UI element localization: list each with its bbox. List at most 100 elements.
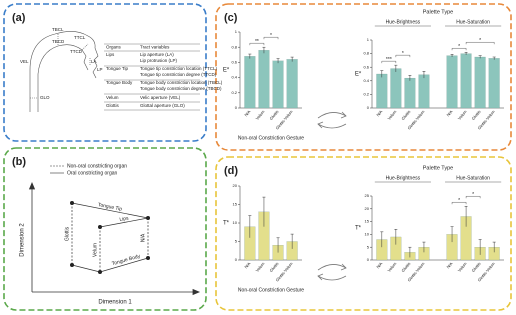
group-label: Hue-Brightness [386, 19, 421, 25]
x-tick-label: N/A [375, 261, 383, 270]
x-axis-label: Non-oral Constriction Gesture [238, 135, 304, 141]
sketch-label: LA [91, 59, 97, 64]
y-tick-label: 0.2 [231, 90, 237, 95]
table-header: Organs [106, 45, 122, 50]
y-tick-label: 1 [235, 29, 238, 34]
x-tick-label: Glottis [400, 109, 411, 121]
axis-label: Dimension 2 [20, 223, 26, 257]
x-tick-label: Glottis [269, 261, 280, 273]
connector-arrow [317, 111, 347, 281]
y-tick-label: 0.8 [363, 51, 369, 56]
significance-bracket [465, 196, 481, 199]
x-tick-label: Glottis [269, 109, 280, 121]
significance-bracket [263, 37, 279, 40]
y-tick-label: 0.6 [363, 64, 369, 69]
x-tick-label: Velum [255, 109, 266, 121]
node-label: Tongue Tip [97, 202, 122, 213]
table-cell: Velic aperture (VEL) [140, 95, 181, 100]
y-tick-label: 5 [235, 239, 238, 244]
significance-bracket [249, 43, 265, 46]
significance-bracket [465, 42, 495, 45]
group-label: Hue-Saturation [456, 175, 490, 181]
table-cell: Glottal aperture (GLO) [140, 103, 185, 108]
x-tick-label: N/A [375, 109, 383, 118]
significance-bracket [381, 60, 397, 64]
y-axis-label: T* [355, 226, 362, 232]
panel-label: (a) [12, 12, 26, 24]
group-label: Hue-Saturation [456, 19, 490, 25]
sketch-label: GLO [40, 95, 50, 100]
node-label: Velum [92, 243, 98, 257]
axes [28, 181, 201, 296]
y-tick-label: 0 [235, 105, 238, 110]
y-axis-label: T* [223, 221, 230, 227]
bar [404, 77, 416, 109]
y-tick-label: 10 [365, 231, 370, 236]
x-tick-label: Velum [386, 109, 397, 121]
table-cell: Tongue tip constriction degree (TTCD) [140, 72, 217, 77]
table-cell: Tongue body constriction degree (TBCD) [140, 86, 222, 91]
bar [286, 59, 298, 109]
y-tick-label: 0.2 [363, 91, 369, 96]
x-tick-label: Velum [457, 109, 468, 121]
x-axis-label: Non-oral Constriction Gesture [238, 287, 304, 293]
significance-label: * [479, 38, 481, 44]
y-tick-label: 15 [365, 219, 370, 224]
x-tick-label: N/A [243, 261, 251, 270]
table-header: Tract variables [140, 45, 170, 50]
y-tick-label: 0.4 [363, 78, 369, 83]
table-rules [104, 43, 200, 111]
y-tick-label: 0 [235, 257, 238, 262]
x-tick-label: N/A [446, 261, 454, 270]
vocal-tract-sketch [29, 31, 99, 112]
bar [272, 60, 284, 109]
table-cell: Lip protrusion (LP) [140, 58, 178, 63]
y-tick-label: 1 [367, 37, 370, 42]
significance-bracket [451, 202, 467, 205]
table-cell: Lips [106, 52, 115, 57]
panel-frame [3, 147, 207, 311]
bar [376, 73, 388, 109]
panel-label: (c) [224, 12, 238, 24]
table-cell: Glottis [106, 103, 120, 108]
y-tick-label: 0.8 [231, 44, 237, 49]
node-label: N/A [140, 233, 146, 242]
bar [244, 56, 256, 109]
table-cell: Tongue tip constriction location (TTCL) [140, 66, 218, 71]
chart-title: Palette Type [423, 9, 453, 15]
significance-label: ** [255, 39, 259, 45]
sketch-label: VEL [20, 59, 29, 64]
axis-label: Dimension 1 [98, 300, 132, 306]
significance-label: * [458, 44, 460, 50]
y-tick-label: 25 [365, 193, 370, 198]
legend-text: Oral constricting organ [67, 170, 118, 176]
sketch-label: TBCL [52, 27, 64, 32]
table-cell: Velum [106, 95, 119, 100]
bar [390, 68, 402, 109]
y-tick-label: 0.6 [231, 59, 237, 64]
y-tick-label: 0 [367, 257, 370, 262]
bar [474, 56, 486, 109]
legend-text: Non-oral constricting organ [67, 163, 127, 169]
significance-label: *** [386, 57, 392, 63]
panel-frame [215, 156, 512, 311]
panel-label: (b) [12, 156, 26, 168]
table-cell: Tongue Tip [106, 66, 129, 71]
bar [488, 58, 500, 109]
chart-title: Palette Type [423, 165, 453, 171]
bar [460, 53, 472, 109]
table-cell: Lip aperture (LA) [140, 52, 174, 57]
panel-frame [3, 3, 207, 142]
x-tick-label: N/A [243, 109, 251, 118]
bar [446, 55, 458, 109]
node-label: Lips [119, 215, 130, 223]
x-tick-label: Glottis [471, 109, 482, 121]
x-tick-label: Glottis [471, 261, 482, 273]
y-tick-label: 5 [367, 244, 370, 249]
x-tick-label: Velum [457, 261, 468, 273]
x-tick-label: Glottis [400, 261, 411, 273]
significance-label: * [402, 51, 404, 57]
y-tick-label: 15 [233, 202, 238, 207]
panel-label: (d) [224, 165, 238, 177]
group-label: Hue-Brightness [386, 175, 421, 181]
